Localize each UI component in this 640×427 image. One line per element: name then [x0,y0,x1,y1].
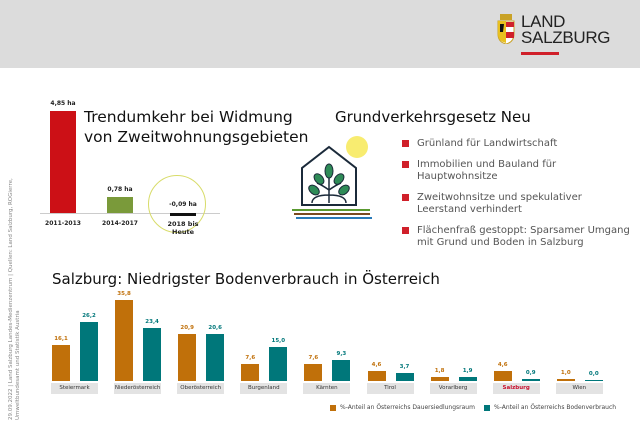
logo-line2: SALZBURG [521,28,611,47]
list-item-line1: Zweitwohnsitze und spekulativer [417,191,582,203]
bar-value-label: 9,3 [336,350,347,357]
bar [50,111,76,213]
bar-value-label: 4,85 ha [50,100,76,107]
bar-value-label: 16,1 [54,335,68,342]
list-item: Flächenfraß gestoppt: Sparsamer Umgang mi… [402,225,632,250]
bar [178,333,197,381]
category-label: Burgenland [240,383,288,394]
category-label: Wien [555,383,603,394]
category-label: 2011-2013 [45,220,81,227]
bar-value-label: 15,0 [271,338,286,345]
list-item-line1: Grünland für Landwirtschaft [417,138,558,149]
bar-value-label: 35,8 [117,291,131,297]
bar-value-label: 20,9 [180,324,194,331]
bar [332,359,351,381]
source-note: 29.09.2022 | Land Salzburg Landes-Medien… [8,178,22,420]
law-title: Grundverkehrsgesetz Neu [335,108,531,126]
category-label: Kärnten [303,383,351,394]
list-item: Grünland für Landwirtschaft [402,138,632,151]
bar-value-label: 0,9 [525,369,536,376]
logo-line1: LAND [521,12,566,31]
legend-swatch [330,404,336,411]
red-square-bullet-icon [402,193,409,201]
bar [430,376,449,381]
bar-value-label: 20,6 [208,325,222,332]
category-label: Vorarlberg [429,383,477,394]
bar-value-label: 4,6 [497,361,508,368]
category-label: Tirol [366,383,414,394]
bar-value-label: 26,2 [82,312,96,319]
bar [52,344,70,381]
legend-item: %-Anteil an Österreichs Bodenverbrauch [484,404,616,411]
red-square-bullet-icon [402,140,409,147]
bar-value-label: 0,78 ha [107,185,133,193]
bar [458,376,477,381]
bar [367,370,386,381]
top-chart-title-line1: Trendumkehr bei Widmung [84,108,293,126]
bar [584,379,603,381]
list-item-line1: Flächenfraß gestoppt: Sparsamer Umgang [417,224,630,236]
house-plant-icon [292,136,372,219]
header-band [0,0,640,68]
category-label: Salzburg [492,383,540,394]
top-chart-title-line2: von Zweitwohnungsgebieten [84,128,309,146]
top-chart-title: Trendumkehr bei Widmung von Zweitwohnungs… [84,107,309,147]
list-item-line1: Immobilien und Bauland für [417,158,557,170]
bar-value-label: 23,4 [145,319,159,326]
logo-underline [521,52,559,55]
list-item: Zweitwohnsitze und spekulativer Leerstand… [402,192,632,217]
bar [206,334,225,381]
red-square-bullet-icon [402,160,409,168]
bar [395,372,414,381]
legend-item: %-Anteil an Österreichs Dauersiedlungsra… [330,404,475,411]
source-note-line1: 29.09.2022 | Land Salzburg Landes-Medien… [8,178,14,420]
bar-value-label: 7,6 [308,354,319,361]
bar [115,300,134,381]
bar-value-label: 4,6 [371,361,382,368]
bar [241,363,260,381]
bar [493,370,512,381]
highlight-circle [148,175,206,233]
source-note-line2: Umweltbundesamt und Statistik Austria [15,310,21,420]
bar [143,328,162,381]
legend-label: %-Anteil an Österreichs Dauersiedlungsra… [340,404,475,411]
bar-value-label: 1,9 [462,367,473,374]
bar [556,378,575,381]
legend-label: %-Anteil an Österreichs Bodenverbrauch [494,404,617,411]
land-salzburg-logo: LAND SALZBURG [497,12,611,55]
list-item-line2: Hauptwohnsitze [417,171,498,182]
legend-swatch [484,404,490,411]
list-item-line2: Leerstand verhindert [417,204,522,215]
bar-value-label: -0,09 ha [169,201,197,208]
category-label: 2014-2017 [102,220,138,227]
bar [80,321,98,381]
bar [269,347,288,381]
bar [170,213,196,216]
category-label: Niederösterreich [114,383,162,394]
axis-line [40,213,220,214]
bar [107,196,133,213]
coat-of-arms-icon [497,14,515,44]
list-item-line2: mit Grund und Boden in Salzburg [417,237,584,248]
bar [304,363,323,381]
category-label: Steiermark [51,383,98,394]
list-item: Immobilien und Bauland für Hauptwohnsitze [402,159,632,184]
bar-value-label: 3,7 [399,363,410,370]
bar-value-label: 0,0 [588,370,599,377]
bottom-chart-title: Salzburg: Niedrigster Bodenverbrauch in … [52,270,440,288]
category-label: Oberösterreich [177,383,225,394]
red-square-bullet-icon [402,226,409,234]
bar [521,378,540,381]
bar-value-label: 1,0 [560,369,571,376]
category-label: 2018 bis Heute [167,220,199,236]
bar-value-label: 1,8 [434,367,445,374]
law-points-list: Grünland für Landwirtschaft Immobilien u… [402,138,632,258]
bar-value-label: 7,6 [245,354,256,361]
